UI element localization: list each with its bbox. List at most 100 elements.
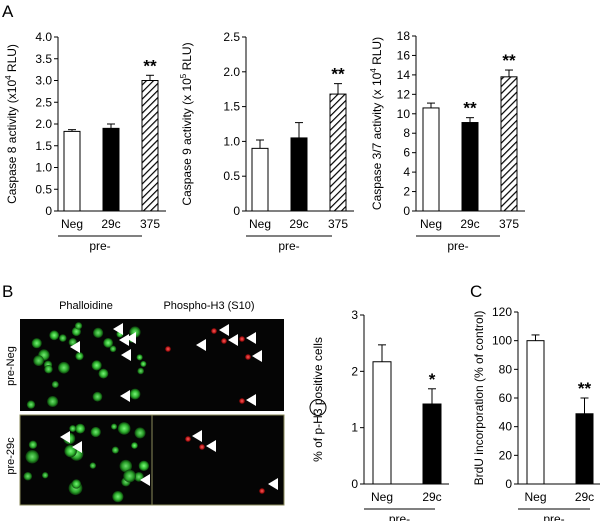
y-tick-label: 2.5 [223, 30, 240, 44]
arrowhead-icon [228, 334, 238, 346]
cell [33, 355, 44, 367]
panel-letter-b: B [2, 282, 13, 301]
bar-neg [372, 361, 392, 485]
arrowhead-icon [140, 474, 150, 486]
cell [98, 368, 109, 379]
significance-marker: ** [463, 99, 477, 118]
micrograph-row-label-pre-29c: pre-29c [5, 437, 17, 475]
micrograph-phospho-pre-neg [152, 319, 284, 411]
cell [119, 459, 133, 473]
group-label: pre- [278, 239, 299, 253]
y-tick-label: 0 [403, 204, 410, 218]
chart-brdu-incorporation: 0 20 40 60 80 100 120 Neg ** 29c pre- BrdU incorpor… [472, 305, 600, 521]
y-axis-label: BrdU incorporation (% of control) [472, 311, 486, 486]
bar-375 [500, 76, 518, 212]
cell [28, 440, 38, 449]
cell [136, 354, 143, 361]
y-tick-label: 3.0 [35, 74, 52, 88]
cell [103, 337, 114, 348]
y-axis-label: Caspase 9 activity (x 105 RLU) [179, 42, 194, 205]
cell [51, 380, 59, 389]
significance-marker: ** [143, 56, 157, 75]
cell [58, 361, 70, 374]
bar-29c [290, 137, 308, 212]
cell [129, 388, 141, 400]
cell [23, 471, 33, 481]
chart-caspase-9: 0 0.5 1.0 1.5 2.0 2.5 Neg 29c ** 375 pre- Caspase 9… [179, 30, 354, 253]
micrograph-phalloidine-pre-29c [19, 414, 153, 506]
arrowhead-icon [119, 334, 129, 346]
cell [44, 364, 53, 374]
cell [109, 345, 117, 353]
cell [138, 460, 150, 472]
cell [31, 338, 42, 349]
y-axis-label: % of p-H3 positive cells [311, 337, 325, 462]
significance-marker: ** [331, 65, 345, 84]
arrowhead-icon [252, 350, 262, 362]
arrowhead-icon [120, 390, 130, 402]
cell [137, 367, 145, 375]
x-tick-label: Neg [420, 217, 442, 231]
y-tick-label: 0 [45, 204, 52, 218]
chart-caspase-3-7: 0 2 4 6 8 10 12 14 16 18 Neg ** 29c ** 375 pre- Caspase … [369, 29, 525, 253]
y-tick-label: 6 [403, 146, 410, 160]
y-tick-label: 4.0 [35, 30, 52, 44]
x-tick-label: 29c [289, 217, 308, 231]
group-label: pre- [543, 512, 564, 521]
y-tick-label: 10 [397, 107, 411, 121]
bar-neg [422, 107, 440, 212]
y-tick-label: 0 [351, 477, 358, 491]
cell [89, 462, 97, 469]
y-tick-label: 2.5 [35, 95, 52, 109]
group-label: pre- [447, 239, 468, 253]
panel-letter-c: C [470, 282, 482, 301]
significance-marker: ** [578, 379, 592, 398]
phospho-cell [185, 436, 191, 442]
arrowhead-icon [113, 323, 123, 335]
phospho-cell [165, 346, 171, 352]
y-tick-label: 40 [499, 420, 513, 434]
x-tick-label: 29c [101, 217, 120, 231]
cell [69, 425, 77, 433]
y-tick-label: 60 [499, 391, 513, 405]
phospho-cell [211, 328, 217, 334]
arrowhead-icon [121, 349, 131, 361]
arrowhead-icon [70, 341, 80, 353]
arrowhead-icon [246, 394, 256, 406]
x-tick-label: Neg [249, 217, 271, 231]
bar-375 [329, 93, 347, 212]
cell [74, 322, 83, 330]
micrograph-column-label-phalloidine: Phalloidine [59, 300, 113, 312]
x-tick-label: 375 [140, 217, 160, 231]
y-tick-label: 3 [351, 308, 358, 322]
y-tick-label: 1.0 [223, 134, 240, 148]
cell [26, 400, 36, 409]
cell [110, 423, 118, 430]
bar-29c [461, 122, 479, 212]
cell [91, 360, 102, 371]
arrowhead-icon [219, 324, 229, 336]
phospho-cell [239, 398, 245, 404]
circled-p-mark [309, 399, 327, 416]
phospho-cell [221, 338, 227, 344]
bar-29c [422, 403, 442, 485]
y-axis-label: Caspase 3/7 activity (x 104 RLU) [369, 37, 384, 210]
y-tick-label: 1 [351, 421, 358, 435]
arrowhead-icon [206, 440, 216, 452]
y-tick-label: 3.5 [35, 52, 52, 66]
cell [123, 469, 136, 483]
chart-caspase-8: 0 0.5 1.0 1.5 2.0 2.5 3.0 3.5 4.0 Neg 29c ** 375 pre-… [4, 30, 166, 253]
arrowhead-icon [268, 478, 278, 490]
x-tick-label: 375 [499, 217, 519, 231]
y-tick-label: 0.5 [35, 182, 52, 196]
y-tick-label: 2 [403, 185, 410, 199]
x-tick-label: 29c [575, 490, 594, 504]
bar-neg [251, 147, 269, 212]
group-label: pre- [389, 512, 410, 521]
arrowhead-icon [196, 339, 206, 351]
y-tick-label: 120 [492, 305, 512, 319]
y-tick-label: 0 [505, 477, 512, 491]
bar-375 [141, 80, 159, 212]
cell [49, 330, 60, 341]
y-tick-label: 12 [397, 87, 411, 101]
